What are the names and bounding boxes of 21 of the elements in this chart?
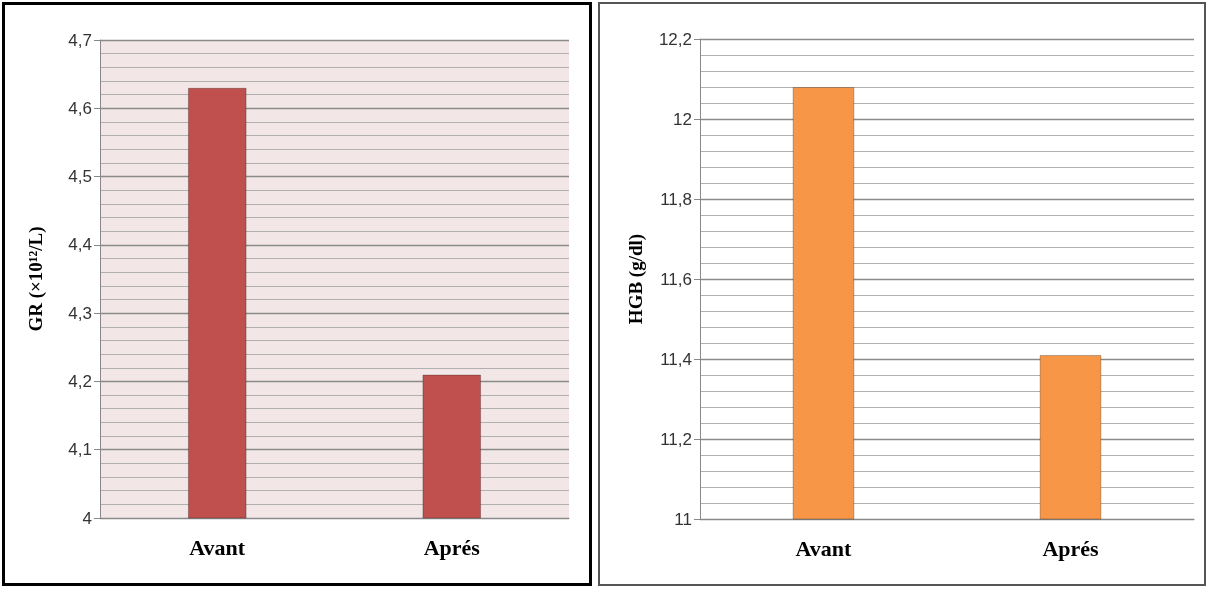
y-axis-title: GR (×10¹²/L) bbox=[25, 226, 47, 332]
y-tick-label: 4,2 bbox=[68, 371, 92, 391]
y-tick-label: 11,6 bbox=[660, 269, 692, 289]
y-tick-label: 4,5 bbox=[68, 167, 92, 187]
y-tick-label: 4 bbox=[82, 508, 92, 528]
y-tick-label: 4,3 bbox=[68, 303, 92, 323]
x-tick-label: Aprés bbox=[1042, 535, 1100, 561]
y-tick-label: 11 bbox=[674, 509, 692, 529]
y-tick-label: 4,7 bbox=[68, 30, 92, 50]
y-axis-title: HGB (g/dl) bbox=[625, 233, 647, 325]
y-tick-label: 4,4 bbox=[68, 235, 92, 255]
x-tick-label: Avant bbox=[795, 535, 853, 561]
y-tick-label: 4,1 bbox=[68, 440, 92, 460]
y-tick-label: 12 bbox=[673, 109, 692, 129]
y-tick-label: 11,2 bbox=[660, 429, 692, 449]
y-tick-label: 12,2 bbox=[658, 29, 692, 49]
y-tick-label: 11,8 bbox=[660, 189, 692, 209]
y-tick-label: 11,4 bbox=[660, 349, 692, 369]
x-tick-label: Avant bbox=[189, 534, 246, 560]
y-tick-label: 4,6 bbox=[68, 98, 92, 118]
x-tick-label: Aprés bbox=[423, 534, 481, 560]
